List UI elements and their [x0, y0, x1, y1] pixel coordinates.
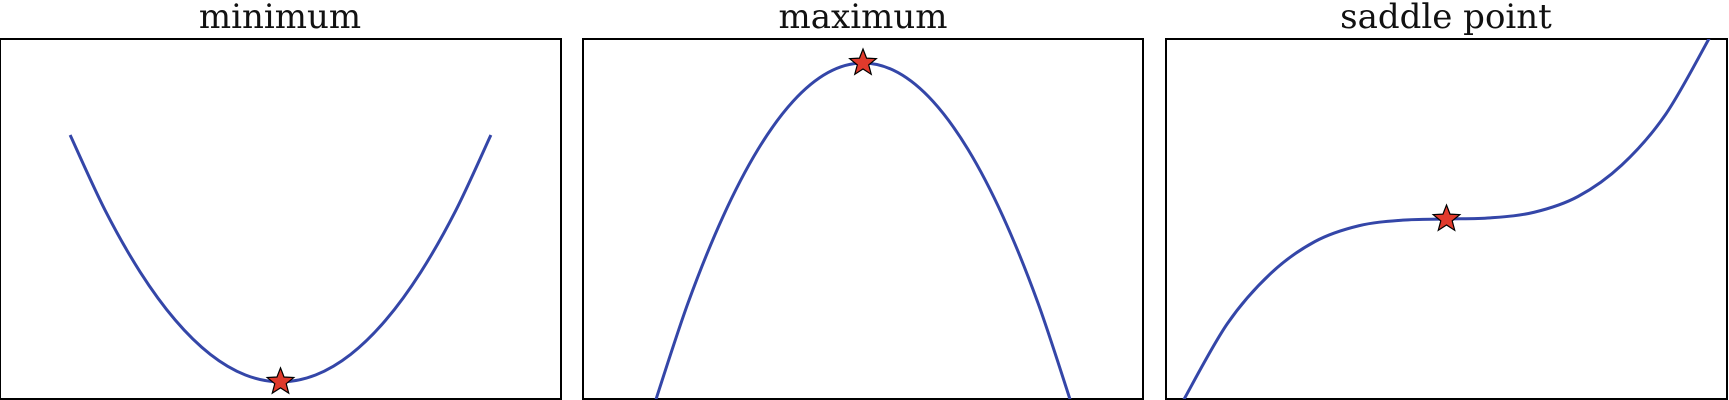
panel-title: saddle point	[1340, 0, 1552, 37]
plot-area	[654, 47, 1072, 399]
axes-frame	[0, 38, 562, 400]
panel-title: maximum	[779, 0, 948, 37]
panel-title: minimum	[199, 0, 361, 37]
plot-area	[68, 134, 493, 395]
panel-saddle-point: saddle point	[1165, 0, 1728, 400]
star-marker	[1431, 203, 1462, 232]
star-marker	[265, 366, 296, 395]
panel-minimum: minimum	[0, 0, 562, 400]
plot-area	[1182, 39, 1711, 399]
panel-maximum: maximum	[582, 0, 1144, 400]
star-marker	[848, 47, 878, 76]
axes-frame	[582, 38, 1144, 400]
